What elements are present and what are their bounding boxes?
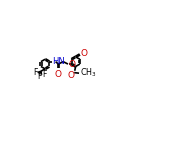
Text: O: O [69,60,75,69]
Text: CH$_3$: CH$_3$ [79,67,96,79]
Text: F: F [37,72,41,81]
Text: F: F [33,68,38,77]
Text: HN: HN [52,57,65,66]
Text: O: O [67,71,74,80]
Text: O: O [81,49,88,58]
Text: F: F [42,70,46,79]
Text: O: O [55,70,62,79]
